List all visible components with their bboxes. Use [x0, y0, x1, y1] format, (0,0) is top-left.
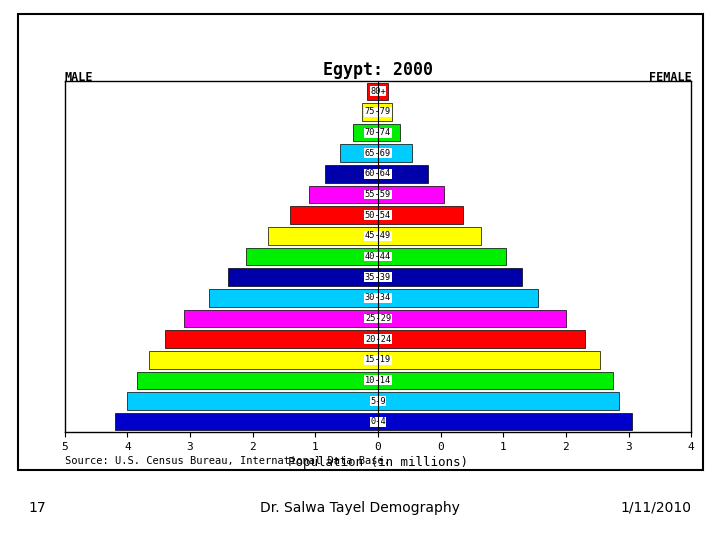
- Text: 50-54: 50-54: [365, 211, 391, 220]
- Bar: [362, 103, 378, 121]
- Bar: [378, 227, 482, 245]
- Text: 75-79: 75-79: [365, 107, 391, 117]
- Text: 55-59: 55-59: [365, 190, 391, 199]
- Text: 45-49: 45-49: [365, 231, 391, 240]
- Text: MALE: MALE: [65, 71, 94, 84]
- Bar: [290, 206, 378, 224]
- Bar: [378, 103, 392, 121]
- Bar: [184, 309, 378, 327]
- Text: 25-29: 25-29: [365, 314, 391, 323]
- Bar: [378, 330, 585, 348]
- Bar: [165, 330, 378, 348]
- Bar: [378, 392, 619, 410]
- Text: 65-69: 65-69: [365, 148, 391, 158]
- Bar: [378, 309, 566, 327]
- Bar: [149, 351, 378, 368]
- Bar: [378, 268, 522, 286]
- Title: Egypt: 2000: Egypt: 2000: [323, 62, 433, 79]
- Text: 40-44: 40-44: [365, 252, 391, 261]
- Text: 70-74: 70-74: [365, 128, 391, 137]
- Bar: [309, 186, 378, 204]
- Bar: [378, 186, 444, 204]
- Bar: [378, 165, 428, 183]
- Bar: [246, 248, 378, 265]
- Text: 5-9: 5-9: [370, 396, 386, 406]
- Bar: [269, 227, 378, 245]
- Bar: [378, 83, 388, 100]
- Text: 10-14: 10-14: [365, 376, 391, 385]
- Bar: [366, 83, 378, 100]
- Bar: [341, 145, 378, 162]
- Bar: [378, 289, 538, 307]
- Bar: [378, 372, 613, 389]
- Bar: [378, 124, 400, 141]
- Bar: [353, 124, 378, 141]
- Bar: [378, 413, 631, 430]
- Text: 20-24: 20-24: [365, 335, 391, 343]
- Text: 1/11/2010: 1/11/2010: [620, 501, 691, 515]
- Text: 17: 17: [29, 501, 46, 515]
- Bar: [127, 392, 378, 410]
- Bar: [378, 145, 413, 162]
- Text: 0-4: 0-4: [370, 417, 386, 426]
- Text: Source: U.S. Census Bureau, International Data Base.: Source: U.S. Census Bureau, Internationa…: [65, 456, 390, 467]
- Text: FEMALE: FEMALE: [649, 71, 692, 84]
- Bar: [137, 372, 378, 389]
- Bar: [115, 413, 378, 430]
- Text: 30-34: 30-34: [365, 293, 391, 302]
- X-axis label: Population (in millions): Population (in millions): [288, 456, 468, 469]
- Bar: [378, 206, 462, 224]
- Bar: [228, 268, 378, 286]
- Text: 15-19: 15-19: [365, 355, 391, 364]
- Text: Dr. Salwa Tayel Demography: Dr. Salwa Tayel Demography: [260, 501, 460, 515]
- Bar: [325, 165, 378, 183]
- Text: 60-64: 60-64: [365, 170, 391, 178]
- Bar: [378, 248, 506, 265]
- Text: 80+: 80+: [370, 87, 386, 96]
- Bar: [378, 351, 600, 368]
- Bar: [209, 289, 378, 307]
- Text: 35-39: 35-39: [365, 273, 391, 282]
